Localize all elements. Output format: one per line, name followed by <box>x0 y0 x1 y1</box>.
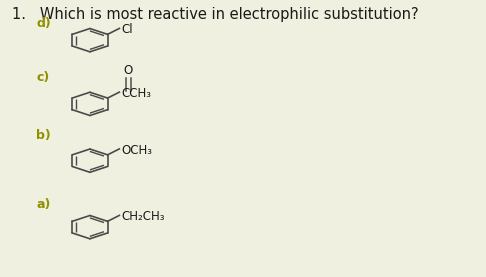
Text: O: O <box>123 65 133 78</box>
Text: Cl: Cl <box>122 23 133 36</box>
Text: c): c) <box>36 71 50 84</box>
Text: OCH₃: OCH₃ <box>122 144 152 157</box>
Text: CH₂CH₃: CH₂CH₃ <box>122 210 165 223</box>
Text: CCH₃: CCH₃ <box>122 87 151 100</box>
Text: 1.   Which is most reactive in electrophilic substitution?: 1. Which is most reactive in electrophil… <box>12 7 419 22</box>
Text: b): b) <box>36 129 51 142</box>
Text: d): d) <box>36 17 51 30</box>
Text: a): a) <box>36 198 51 211</box>
